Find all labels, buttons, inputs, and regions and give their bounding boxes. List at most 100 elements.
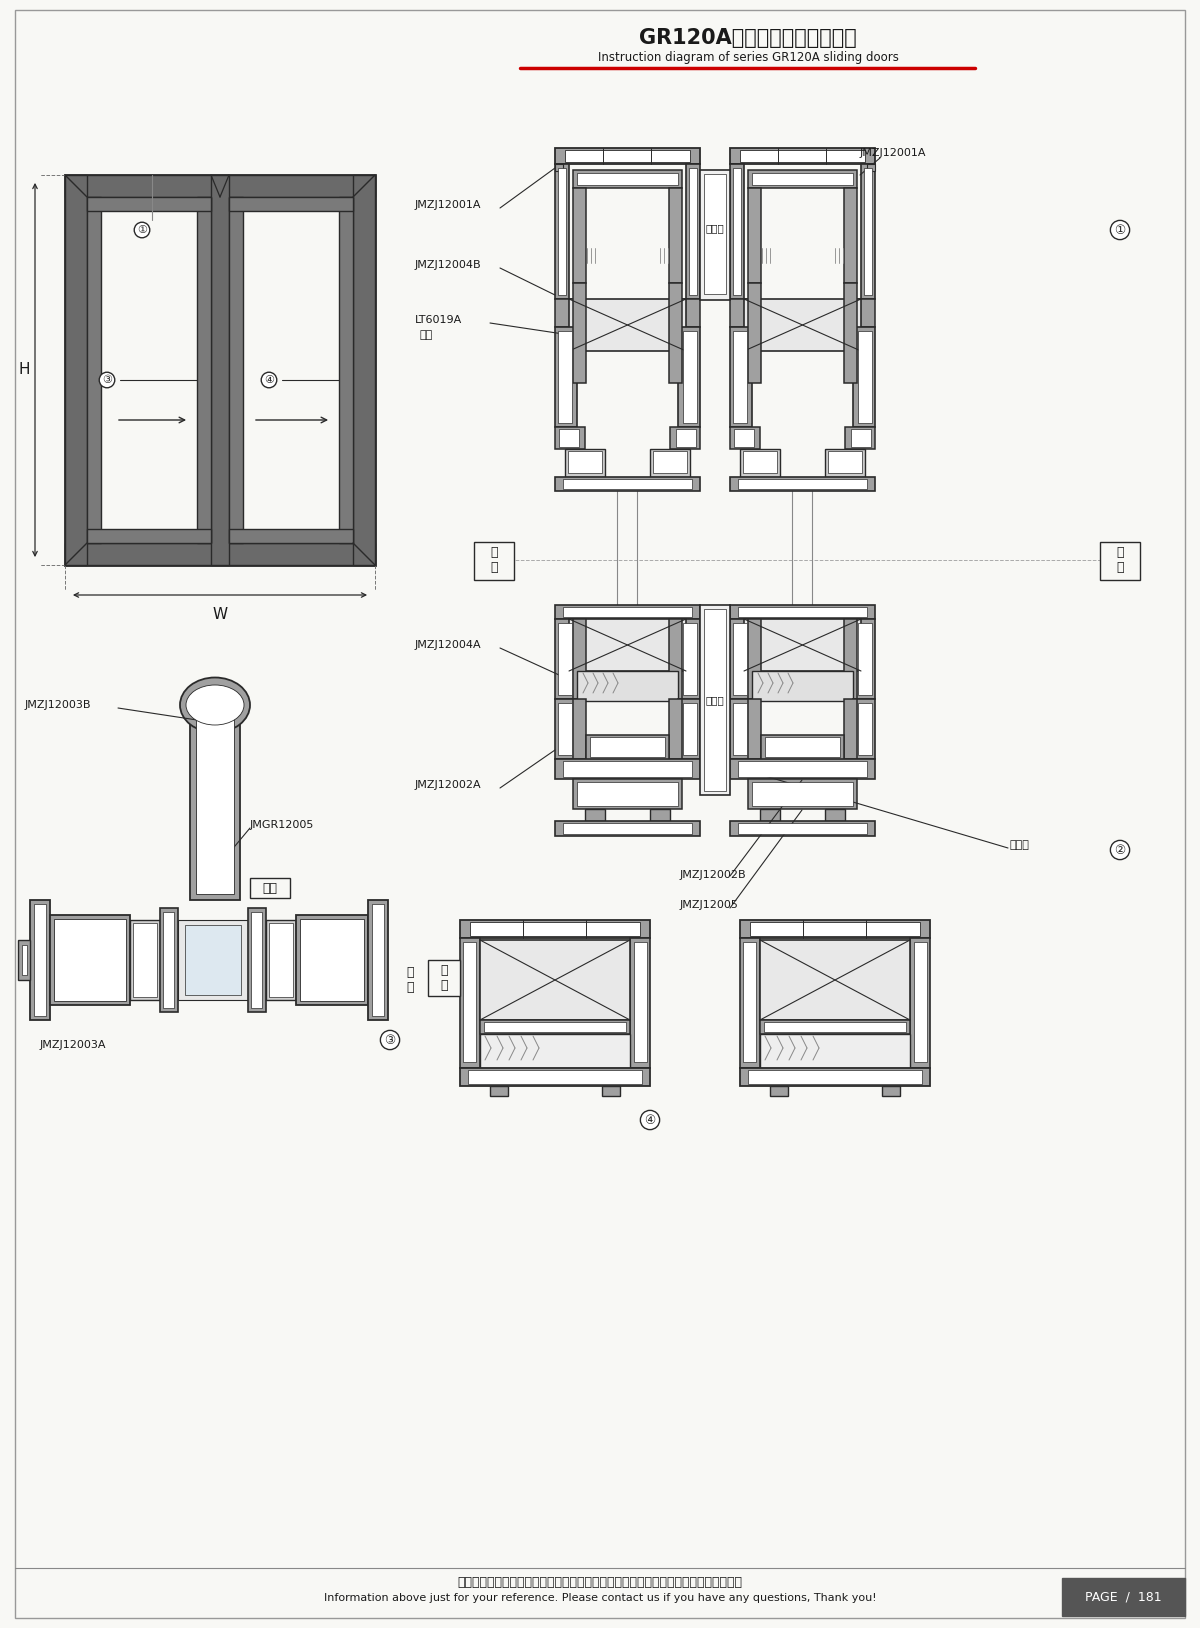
Text: 角码: 角码 [420, 330, 433, 340]
Bar [18, 939, 30, 980]
Bar [882, 1086, 900, 1096]
Bar [748, 169, 857, 187]
Bar [251, 912, 262, 1008]
Bar [764, 1022, 906, 1032]
Bar [558, 168, 566, 295]
Bar [296, 915, 368, 1004]
Bar [563, 607, 692, 617]
Bar [269, 923, 293, 996]
Ellipse shape [180, 677, 250, 733]
Bar [670, 619, 682, 698]
Text: JMZJ12003B: JMZJ12003B [25, 700, 91, 710]
Bar [490, 1086, 508, 1096]
Bar [554, 164, 563, 171]
Bar [460, 1068, 650, 1086]
Bar [229, 197, 353, 212]
Text: 室
内: 室 内 [491, 545, 498, 575]
Bar [248, 908, 266, 1013]
Bar [554, 477, 700, 492]
Bar [88, 197, 211, 212]
Bar [864, 168, 872, 295]
Bar [844, 698, 857, 759]
Bar [704, 609, 726, 791]
Bar [686, 164, 700, 300]
Bar [844, 187, 857, 283]
Bar [163, 912, 174, 1008]
Bar [577, 781, 678, 806]
Text: JMZJ12003A: JMZJ12003A [40, 1040, 107, 1050]
Text: ②: ② [1115, 843, 1126, 856]
Bar [460, 938, 480, 1068]
Bar [574, 187, 586, 283]
Text: JMZJ12005: JMZJ12005 [680, 900, 739, 910]
Bar [65, 174, 374, 197]
Bar [88, 529, 211, 544]
Bar [733, 330, 746, 423]
Bar [470, 921, 640, 936]
Bar [178, 920, 248, 1000]
Bar [730, 300, 750, 327]
Bar [760, 809, 780, 821]
Text: 室
外: 室 外 [1116, 545, 1123, 575]
Bar [730, 759, 875, 780]
Bar [680, 300, 700, 327]
Bar [602, 1086, 620, 1096]
Bar [54, 918, 126, 1001]
Bar [590, 737, 665, 757]
Bar [353, 174, 374, 565]
Bar [630, 938, 650, 1068]
Bar [563, 760, 692, 777]
Text: ③: ③ [384, 1034, 396, 1047]
Bar [730, 698, 752, 759]
Text: JMZJ12002A: JMZJ12002A [415, 780, 481, 790]
Bar [689, 168, 697, 295]
Bar [748, 1070, 922, 1084]
Bar [858, 624, 872, 695]
Text: ①: ① [137, 225, 148, 234]
Bar [1062, 1578, 1186, 1617]
Text: Information above just for your reference. Please contact us if you have any que: Information above just for your referenc… [324, 1594, 876, 1604]
Bar [743, 451, 778, 474]
Bar [683, 330, 697, 423]
Bar [700, 606, 730, 794]
Bar [752, 173, 853, 186]
Bar [22, 944, 28, 975]
Text: PAGE  /  181: PAGE / 181 [1085, 1591, 1162, 1604]
Bar [563, 479, 692, 488]
Bar [480, 939, 630, 1021]
Bar [577, 173, 678, 186]
Bar [683, 703, 697, 755]
Bar [484, 1022, 626, 1032]
Bar [554, 148, 700, 164]
Bar [586, 734, 670, 760]
Bar [748, 780, 857, 809]
Bar [730, 606, 875, 619]
Bar [730, 821, 875, 837]
Text: 室
外: 室 外 [440, 964, 448, 991]
Bar [730, 619, 752, 698]
Bar [554, 821, 700, 837]
Bar [65, 544, 374, 565]
Bar [428, 961, 460, 996]
Text: ①: ① [1115, 223, 1126, 236]
Text: 塑料件: 塑料件 [706, 695, 725, 705]
Text: ④: ④ [264, 374, 274, 384]
Text: LT6019A: LT6019A [415, 314, 462, 326]
Bar [565, 150, 690, 163]
Bar [574, 283, 586, 383]
Text: JMZJ12001A: JMZJ12001A [415, 200, 481, 210]
Bar [853, 698, 875, 759]
Bar [730, 148, 875, 164]
Bar [760, 1034, 910, 1068]
Bar [670, 698, 682, 759]
Bar [678, 698, 700, 759]
Bar [733, 624, 746, 695]
Bar [744, 619, 862, 671]
Bar [914, 943, 928, 1061]
Bar [730, 427, 760, 449]
Bar [563, 824, 692, 834]
Bar [554, 327, 577, 427]
Text: JMZJ12001A: JMZJ12001A [860, 148, 926, 158]
Bar [130, 920, 160, 1000]
Bar [463, 943, 476, 1061]
